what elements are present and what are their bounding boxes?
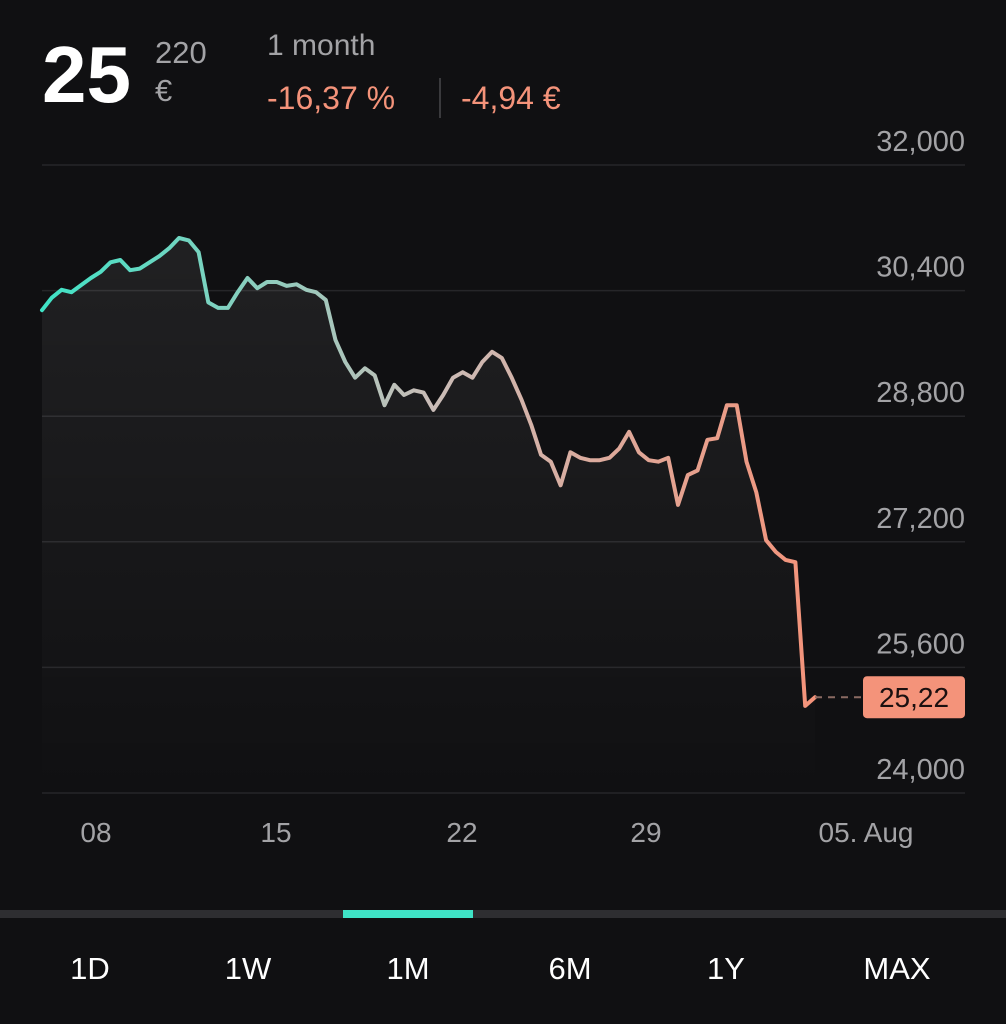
x-tick-label: 29: [630, 817, 661, 848]
tab[interactable]: 1Y: [707, 951, 745, 986]
tab[interactable]: 6M: [548, 951, 591, 986]
last-price-label: 25,22: [879, 682, 949, 713]
price-fraction: 220: [155, 35, 207, 70]
y-tick-label: 24,000: [876, 754, 965, 786]
price-line: [40, 236, 817, 708]
period-label: 1 month: [267, 29, 375, 62]
change-percent: -16,37 %: [267, 80, 395, 116]
tab-bar: 1D 1W 1M 6M 1Y MAX: [70, 910, 931, 986]
price-main: 25: [42, 30, 131, 119]
y-tick-label: 27,200: [876, 503, 965, 535]
x-tick-label: 22: [446, 817, 477, 848]
chart: 32,000 30,400 28,800 27,200 25,600 24,000 08 15…: [40, 126, 965, 848]
tab[interactable]: MAX: [863, 951, 931, 986]
tab[interactable]: 1M: [386, 951, 429, 986]
x-tick-label: 15: [260, 817, 291, 848]
tab[interactable]: 1W: [225, 951, 272, 986]
y-tick-label: 30,400: [876, 252, 965, 284]
change-amount: -4,94 €: [461, 80, 561, 116]
x-tick-label: 05. Aug: [819, 817, 914, 848]
tab-indicator: [343, 910, 473, 918]
x-tick-label: 08: [80, 817, 111, 848]
y-tick-label: 28,800: [876, 377, 965, 409]
y-tick-label: 25,600: [876, 628, 965, 660]
tab-track: [0, 910, 1006, 918]
last-price-box: [863, 676, 965, 719]
currency: €: [155, 73, 172, 108]
area-fill: [42, 238, 815, 793]
y-tick-label: 32,000: [876, 126, 965, 158]
tab[interactable]: 1D: [70, 951, 110, 986]
